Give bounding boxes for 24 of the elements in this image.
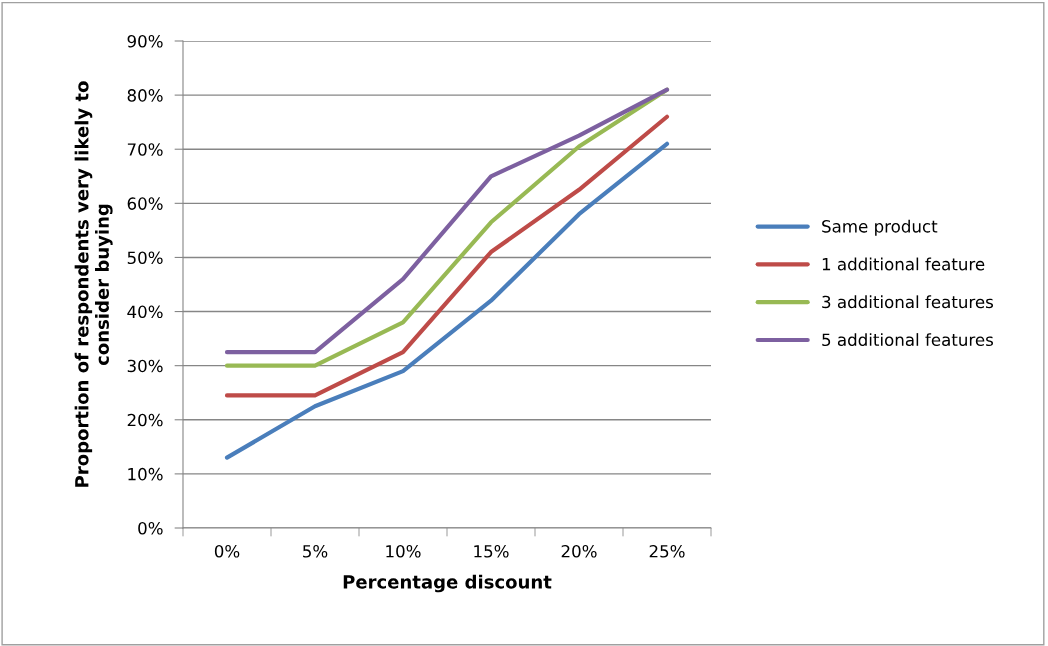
- legend-label: Same product: [822, 219, 938, 236]
- x-tick-label: 5%: [303, 544, 328, 558]
- x-axis-title: Percentage discount: [343, 574, 552, 593]
- y-tick-label: 40%: [127, 305, 163, 319]
- y-axis-title: Proportion of respondents very likely to consider buying: [74, 81, 113, 487]
- legend-label: 1 additional feature: [822, 257, 985, 271]
- x-tick-label: 0%: [214, 544, 240, 558]
- y-tick-label: 90%: [127, 34, 163, 48]
- y-tick-label: 70%: [127, 143, 163, 156]
- y-tick-label: 30%: [127, 359, 163, 373]
- legend-label: 5 additional features: [822, 333, 994, 347]
- y-tick-label: 80%: [127, 89, 163, 102]
- x-tick-label: 20%: [561, 544, 597, 558]
- x-tick-label: 15%: [474, 544, 509, 558]
- x-tick-label: 10%: [386, 544, 421, 558]
- y-tick-label: 0%: [138, 521, 163, 535]
- y-tick-label: 10%: [128, 467, 163, 481]
- y-tick-label: 20%: [127, 413, 163, 427]
- line-series: [224, 141, 670, 460]
- y-tick-label: 50%: [127, 251, 163, 265]
- line-series: [224, 114, 670, 398]
- x-tick-label: 25%: [649, 544, 685, 558]
- legend-label: 3 additional features: [822, 295, 994, 309]
- y-tick-label: 60%: [127, 197, 163, 210]
